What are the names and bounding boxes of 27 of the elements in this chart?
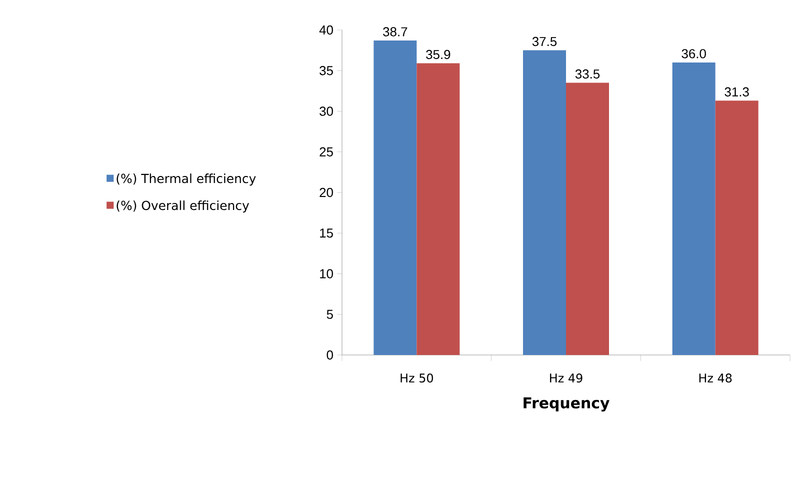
y-tick-label: 0 xyxy=(326,350,333,360)
y-tick-label: 20 xyxy=(320,188,333,198)
data-label: 38.7 xyxy=(383,27,408,36)
y-tick-label: 10 xyxy=(320,269,333,278)
data-label: 35.9 xyxy=(426,50,450,60)
data-label: 36.0 xyxy=(682,49,706,58)
y-tick-label: 30 xyxy=(320,106,333,116)
bar xyxy=(672,62,716,355)
legend-label: (%) Thermal efficiency xyxy=(116,174,256,186)
bar xyxy=(374,40,417,355)
bar xyxy=(523,50,566,355)
data-label: 31.3 xyxy=(724,87,749,96)
legend-label: (%) Overall efficiency xyxy=(116,200,250,213)
y-tick-label: 35 xyxy=(320,66,333,76)
bar xyxy=(416,63,460,355)
y-tick-label: 25 xyxy=(320,147,333,156)
y-tick-label: 15 xyxy=(320,228,333,238)
x-tick-label: Hz 49 xyxy=(550,374,582,383)
data-label: 37.5 xyxy=(532,36,557,46)
x-tick-label: Hz 50 xyxy=(400,374,434,383)
x-axis-title: Frequency xyxy=(524,397,610,412)
y-tick-label: 40 xyxy=(319,25,333,35)
data-label: 33.5 xyxy=(575,69,600,79)
y-tick-label: 5 xyxy=(326,310,333,319)
x-tick-label: Hz 48 xyxy=(699,374,732,383)
bar xyxy=(715,100,758,355)
bar xyxy=(566,82,610,355)
